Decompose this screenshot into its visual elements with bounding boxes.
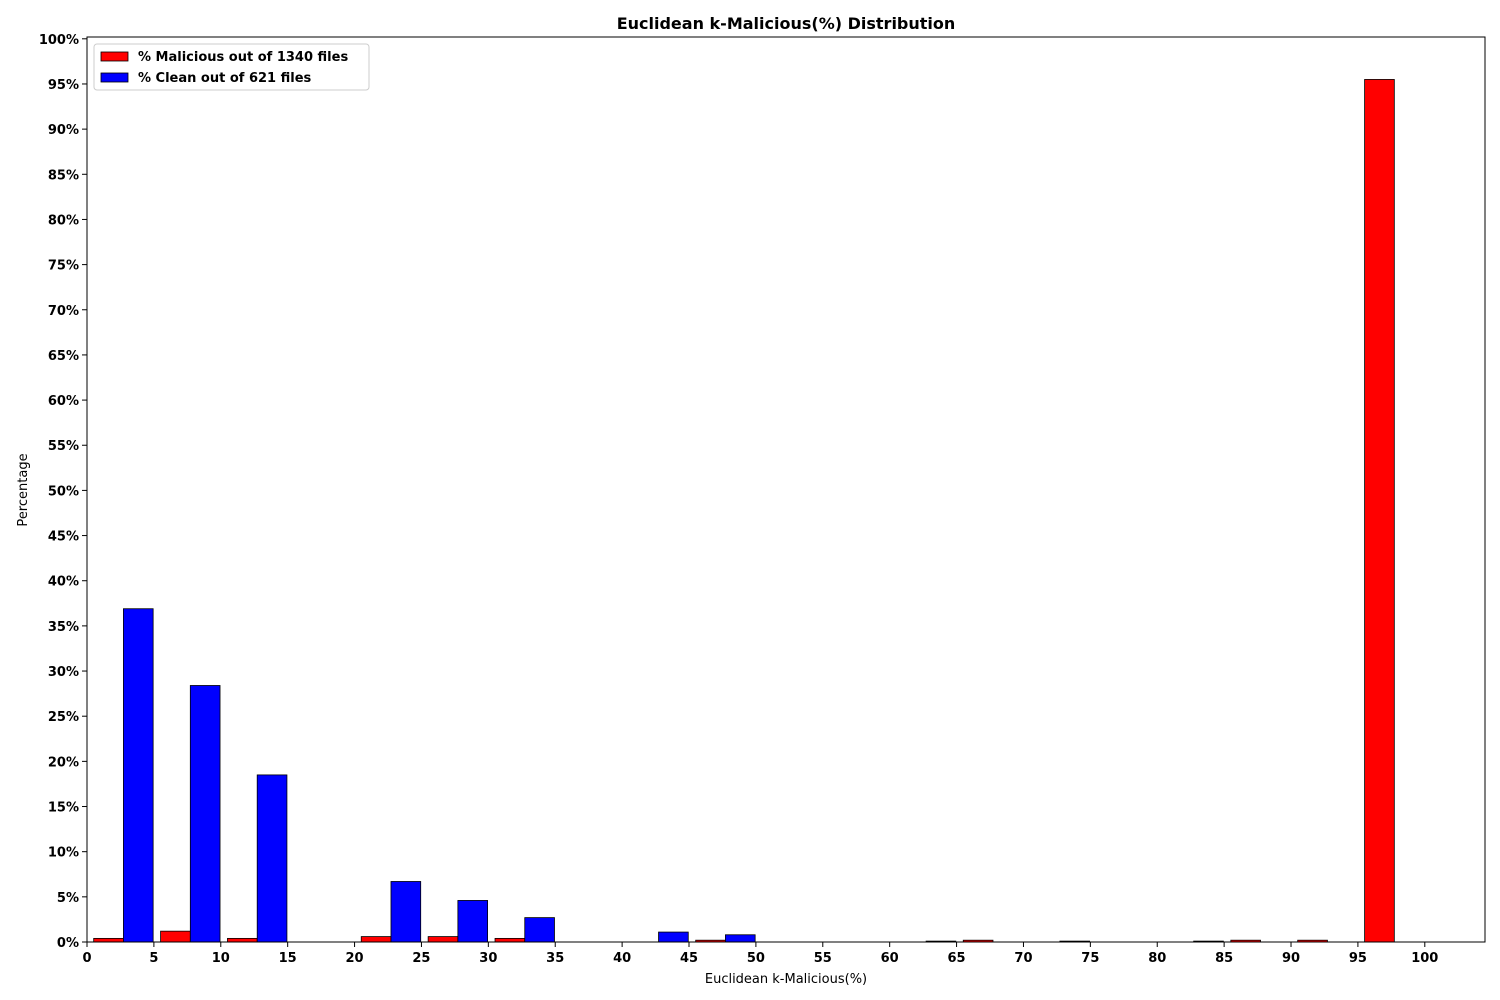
y-tick-label-40: 40%	[48, 575, 79, 590]
y-tick-label-50: 50%	[48, 484, 79, 499]
x-tick-label-90: 90	[1282, 951, 1300, 966]
x-tick-label-75: 75	[1081, 951, 1099, 966]
bar-series-2-bin-0	[123, 608, 154, 943]
bars-group	[93, 79, 1395, 943]
y-tick-label-65: 65%	[48, 349, 79, 364]
legend-label-1: % Malicious out of 1340 files	[138, 50, 348, 65]
x-tick-label-0: 0	[82, 951, 91, 966]
x-tick-label-100: 100	[1411, 951, 1438, 966]
x-tick-label-10: 10	[212, 951, 230, 966]
x-tick-label-55: 55	[814, 951, 832, 966]
x-tick-label-70: 70	[1014, 951, 1032, 966]
y-tick-label-80: 80%	[48, 213, 79, 228]
bar-series-1-bin-20	[360, 936, 392, 943]
plot-frame	[86, 36, 1486, 943]
legend-swatch-1	[100, 51, 129, 62]
x-tick-label-80: 80	[1148, 951, 1166, 966]
y-tick-label-100: 100%	[39, 33, 79, 48]
y-tick-label-45: 45%	[48, 530, 79, 545]
x-tick-label-5: 5	[149, 951, 158, 966]
x-tick-label-85: 85	[1215, 951, 1233, 966]
bar-series-1-bin-95	[1364, 79, 1395, 943]
y-tick-label-30: 30%	[48, 665, 79, 680]
y-tick-label-75: 75%	[48, 259, 79, 274]
bar-series-1-bin-30	[494, 937, 526, 943]
y-tick-label-90: 90%	[48, 123, 79, 138]
x-tick-label-15: 15	[279, 951, 297, 966]
x-axis-label: Euclidean k-Malicious(%)	[705, 972, 867, 987]
y-tick-label-15: 15%	[48, 801, 79, 816]
legend-label-2: % Clean out of 621 files	[138, 71, 312, 86]
x-axis: 0 5 10 15 20 25 30 35 40 45 50 55 60 65 70 75 80 85 90 95 10…	[82, 942, 1438, 966]
bar-series-2-bin-5	[189, 685, 221, 943]
x-tick-label-60: 60	[881, 951, 899, 966]
bar-series-2-bin-25	[457, 900, 488, 943]
x-tick-label-25: 25	[412, 951, 430, 966]
y-tick-label-0: 0%	[57, 936, 79, 951]
bar-series-2-bin-40	[658, 931, 689, 943]
bar-series-2-bin-10	[256, 774, 288, 943]
x-tick-label-35: 35	[546, 951, 564, 966]
bar-series-2-bin-20	[390, 881, 422, 943]
y-tick-label-55: 55%	[48, 439, 79, 454]
y-tick-label-20: 20%	[48, 755, 79, 770]
legend-box	[93, 43, 370, 91]
bar-series-1-bin-5	[160, 930, 191, 943]
x-tick-label-50: 50	[747, 951, 765, 966]
x-tick-label-30: 30	[479, 951, 497, 966]
legend: % Malicious out of 1340 files % Clean out…	[93, 43, 370, 91]
chart-title: Euclidean k-Malicious(%) Distribution	[617, 14, 956, 33]
bar-series-2-bin-45	[725, 934, 756, 943]
y-axis: 0% 5% 10% 15% 20% 25% 30% 35% 40% 45% 50% 55% 60% 65%…	[39, 33, 87, 951]
bar-series-1-bin-25	[427, 936, 459, 943]
bar-series-2-bin-30	[524, 917, 555, 943]
x-tick-label-40: 40	[613, 951, 631, 966]
x-tick-label-45: 45	[680, 951, 698, 966]
y-tick-label-95: 95%	[48, 78, 79, 93]
bar-series-1-bin-0	[93, 937, 124, 943]
y-tick-label-35: 35%	[48, 620, 79, 635]
x-tick-label-65: 65	[948, 951, 966, 966]
y-axis-label: Percentage	[16, 453, 31, 526]
y-tick-label-10: 10%	[48, 846, 79, 861]
y-tick-label-85: 85%	[48, 168, 79, 183]
y-tick-label-70: 70%	[48, 304, 79, 319]
y-tick-label-25: 25%	[48, 710, 79, 725]
x-tick-label-20: 20	[346, 951, 364, 966]
legend-swatch-2	[100, 72, 129, 83]
bar-series-1-bin-10	[227, 937, 258, 943]
y-tick-label-60: 60%	[48, 394, 79, 409]
x-tick-label-95: 95	[1349, 951, 1367, 966]
y-tick-label-5: 5%	[57, 891, 79, 906]
